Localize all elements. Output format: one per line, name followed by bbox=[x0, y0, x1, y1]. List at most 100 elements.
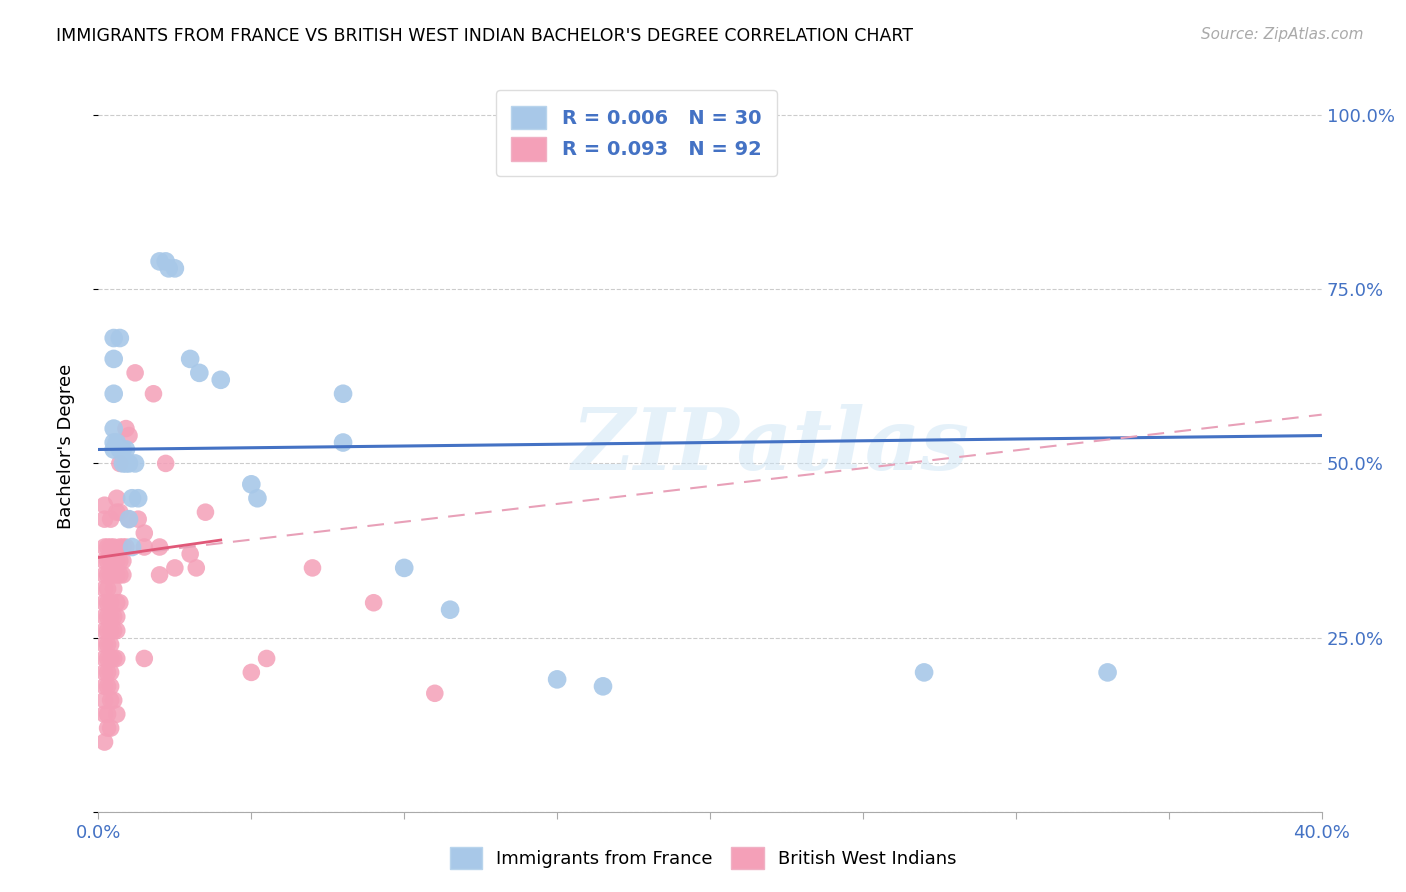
Point bbox=[100, 554, 122, 568]
Point bbox=[363, 596, 385, 610]
Point bbox=[124, 457, 146, 471]
Point bbox=[93, 596, 115, 610]
Point bbox=[127, 512, 149, 526]
Point bbox=[103, 624, 125, 638]
Point bbox=[100, 721, 122, 735]
Point bbox=[163, 261, 186, 276]
Point bbox=[103, 554, 125, 568]
Point bbox=[127, 491, 149, 506]
Point bbox=[246, 491, 269, 506]
Point bbox=[134, 526, 156, 541]
Point bbox=[134, 651, 156, 665]
Point bbox=[118, 457, 141, 471]
Point bbox=[97, 554, 120, 568]
Point bbox=[105, 567, 128, 582]
Point bbox=[93, 638, 115, 652]
Point bbox=[256, 651, 278, 665]
Point bbox=[93, 609, 115, 624]
Point bbox=[111, 567, 134, 582]
Point bbox=[97, 638, 120, 652]
Point bbox=[108, 442, 131, 457]
Point bbox=[188, 366, 211, 380]
Point bbox=[103, 435, 125, 450]
Point bbox=[121, 491, 143, 506]
Point bbox=[103, 386, 125, 401]
Point bbox=[97, 651, 120, 665]
Point bbox=[912, 665, 935, 680]
Point bbox=[100, 624, 122, 638]
Point bbox=[179, 351, 201, 366]
Point bbox=[93, 512, 115, 526]
Point bbox=[93, 651, 115, 665]
Point bbox=[392, 561, 416, 575]
Point bbox=[100, 567, 122, 582]
Point bbox=[103, 540, 125, 554]
Point bbox=[149, 540, 172, 554]
Point bbox=[115, 457, 138, 471]
Point bbox=[93, 624, 115, 638]
Point bbox=[103, 567, 125, 582]
Point bbox=[194, 505, 217, 519]
Point bbox=[97, 665, 120, 680]
Point bbox=[142, 386, 165, 401]
Point bbox=[97, 609, 120, 624]
Point bbox=[93, 498, 115, 512]
Point bbox=[163, 561, 186, 575]
Point bbox=[97, 596, 120, 610]
Point bbox=[108, 540, 131, 554]
Point bbox=[111, 442, 134, 457]
Point bbox=[439, 603, 461, 617]
Point bbox=[209, 373, 232, 387]
Point bbox=[105, 624, 128, 638]
Point bbox=[100, 609, 122, 624]
Point bbox=[103, 421, 125, 435]
Point bbox=[155, 254, 177, 268]
Point bbox=[115, 540, 138, 554]
Point bbox=[240, 665, 263, 680]
Point bbox=[118, 512, 141, 526]
Point bbox=[93, 665, 115, 680]
Point bbox=[134, 540, 156, 554]
Point bbox=[97, 540, 120, 554]
Point bbox=[105, 491, 128, 506]
Legend: R = 0.006   N = 30, R = 0.093   N = 92: R = 0.006 N = 30, R = 0.093 N = 92 bbox=[496, 90, 778, 177]
Point bbox=[97, 707, 120, 722]
Point bbox=[103, 582, 125, 596]
Point bbox=[100, 596, 122, 610]
Point bbox=[103, 651, 125, 665]
Point bbox=[93, 540, 115, 554]
Text: ZIPatlas: ZIPatlas bbox=[572, 404, 970, 488]
Point bbox=[100, 651, 122, 665]
Point bbox=[93, 679, 115, 693]
Point bbox=[103, 331, 125, 345]
Point bbox=[332, 386, 354, 401]
Point bbox=[97, 721, 120, 735]
Point bbox=[332, 435, 354, 450]
Point bbox=[100, 512, 122, 526]
Point bbox=[105, 554, 128, 568]
Point bbox=[186, 561, 208, 575]
Point bbox=[111, 540, 134, 554]
Point bbox=[100, 638, 122, 652]
Point bbox=[100, 693, 122, 707]
Point bbox=[240, 477, 263, 491]
Y-axis label: Bachelor's Degree: Bachelor's Degree bbox=[56, 363, 75, 529]
Point bbox=[93, 707, 115, 722]
Point bbox=[103, 693, 125, 707]
Point bbox=[100, 540, 122, 554]
Point bbox=[124, 366, 146, 380]
Point bbox=[157, 261, 180, 276]
Point bbox=[105, 435, 128, 450]
Point bbox=[93, 554, 115, 568]
Point bbox=[115, 442, 138, 457]
Point bbox=[105, 596, 128, 610]
Point bbox=[103, 609, 125, 624]
Point bbox=[97, 567, 120, 582]
Point bbox=[115, 421, 138, 435]
Point bbox=[97, 582, 120, 596]
Point bbox=[97, 624, 120, 638]
Point bbox=[97, 679, 120, 693]
Legend: Immigrants from France, British West Indians: Immigrants from France, British West Ind… bbox=[440, 838, 966, 879]
Point bbox=[93, 735, 115, 749]
Point bbox=[93, 693, 115, 707]
